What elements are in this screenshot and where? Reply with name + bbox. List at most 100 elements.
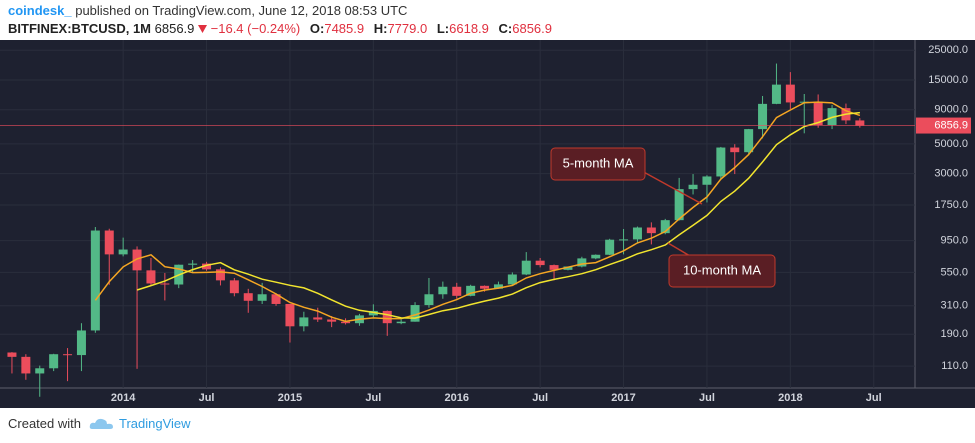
high: 7779.0 — [387, 21, 428, 36]
candle-body — [480, 285, 490, 289]
annotation-box — [550, 147, 646, 181]
candle-body — [674, 189, 684, 221]
candle-body — [229, 280, 239, 294]
candle-body — [785, 84, 795, 103]
chart: 5-month MA 10-month MA 110.0 190.0 310.0 55… — [0, 40, 975, 408]
down-icon — [198, 25, 208, 33]
candle-body — [396, 321, 406, 324]
annotation-10: 10-month MA — [667, 242, 776, 288]
y-tick-label: 1750.0 — [934, 199, 968, 211]
y-tick-label: 9000.0 — [934, 104, 968, 116]
candle-body — [716, 147, 726, 177]
tradingview-link[interactable]: TradingView — [118, 416, 191, 431]
candle-body — [702, 176, 712, 185]
candle-body — [104, 230, 114, 255]
candle-body — [549, 265, 559, 270]
x-tick-label: 2015 — [278, 392, 302, 404]
candle-body — [535, 260, 545, 266]
low: 6618.9 — [449, 21, 489, 36]
candle-body — [660, 220, 670, 234]
candle-body — [188, 263, 198, 265]
annotation-arrow — [639, 169, 703, 205]
y-tick-label: 310.0 — [940, 300, 968, 312]
annotation-arrow — [667, 242, 691, 257]
candle-body — [605, 239, 615, 255]
candle-body — [646, 227, 656, 234]
ma-line — [94, 101, 861, 323]
candle-body — [243, 293, 253, 301]
candle-body — [452, 286, 462, 296]
x-tick-label: Jul — [866, 392, 882, 404]
close: 6856.9 — [512, 21, 552, 36]
chart-background — [0, 40, 975, 408]
candle-body — [493, 284, 503, 289]
y-tick-label: 3000.0 — [934, 168, 968, 180]
candle-body — [619, 239, 629, 241]
candle-body — [466, 285, 476, 296]
candle-body — [63, 354, 73, 356]
x-tick-label: 2018 — [778, 392, 802, 404]
candle-body — [202, 263, 212, 270]
y-tick-label: 190.0 — [940, 328, 968, 340]
x-tick-label: 2016 — [445, 392, 469, 404]
candle-body — [632, 227, 642, 240]
annotation-box — [668, 254, 776, 288]
axis: 110.0 190.0 310.0 550.0 950.0 1750.0 3000.0 500… — [111, 44, 971, 404]
candle-body — [146, 270, 156, 284]
c-label: C: — [498, 21, 513, 36]
candle-body — [577, 258, 587, 267]
candle-body — [7, 352, 17, 357]
candle-body — [758, 103, 768, 130]
open: 7485.9 — [324, 21, 365, 36]
x-tick-label: Jul — [699, 392, 715, 404]
o-label: O: — [309, 21, 325, 36]
candle-body — [132, 249, 142, 271]
x-tick-label: Jul — [199, 392, 215, 404]
last-price-label: 6856.9 — [934, 119, 968, 131]
x-tick-label: 2014 — [111, 392, 136, 404]
candle-body — [299, 317, 309, 327]
candle-body — [410, 305, 420, 322]
candle-body — [49, 354, 59, 369]
candle-body — [563, 266, 573, 270]
candle-body — [285, 303, 295, 327]
brand[interactable]: coindesk_ — [8, 3, 72, 18]
y-tick-label: 950.0 — [940, 235, 968, 247]
y-tick-label: 25000.0 — [928, 44, 968, 56]
candle-body — [744, 129, 754, 153]
candle-body — [76, 330, 86, 356]
candle-body — [521, 260, 531, 275]
candle-body — [271, 294, 281, 304]
last-price-box — [916, 117, 971, 134]
candle-body — [438, 286, 448, 295]
annotation-text: 10-month MA — [683, 262, 761, 277]
x-tick-label: Jul — [532, 392, 548, 404]
y-tick-label: 550.0 — [940, 266, 968, 278]
change: −16.4 (−0.24%) — [210, 21, 301, 36]
price: 6856.9 — [154, 21, 195, 36]
candle-body — [35, 368, 45, 374]
candle-body — [382, 310, 392, 324]
candle-body — [855, 120, 865, 126]
marks — [0, 63, 915, 397]
candle-body — [507, 274, 517, 285]
ma-line — [136, 111, 860, 319]
x-tick-label: 2017 — [611, 392, 635, 404]
x-tick-label: Jul — [365, 392, 381, 404]
header-line: coindesk_ published on TradingView.com, … — [8, 3, 407, 18]
symbol: BITFINEX:BTCUSD, 1M — [8, 21, 151, 36]
candle-body — [771, 84, 781, 104]
h-label: H: — [373, 21, 388, 36]
candle-body — [591, 254, 601, 259]
y-tick-label: 110.0 — [941, 360, 968, 372]
annotation-5: 5-month MA — [550, 147, 703, 205]
candle-body — [160, 283, 170, 285]
annotation-text: 5-month MA — [563, 155, 634, 170]
candle-body — [215, 269, 225, 281]
candle-body — [813, 101, 823, 126]
candle-body — [90, 230, 100, 331]
quote-line: BITFINEX:BTCUSD, 1M 6856.9 −16.4 (−0.24%… — [8, 21, 552, 36]
created-with: Created with — [8, 416, 81, 431]
candle-body — [327, 319, 337, 322]
